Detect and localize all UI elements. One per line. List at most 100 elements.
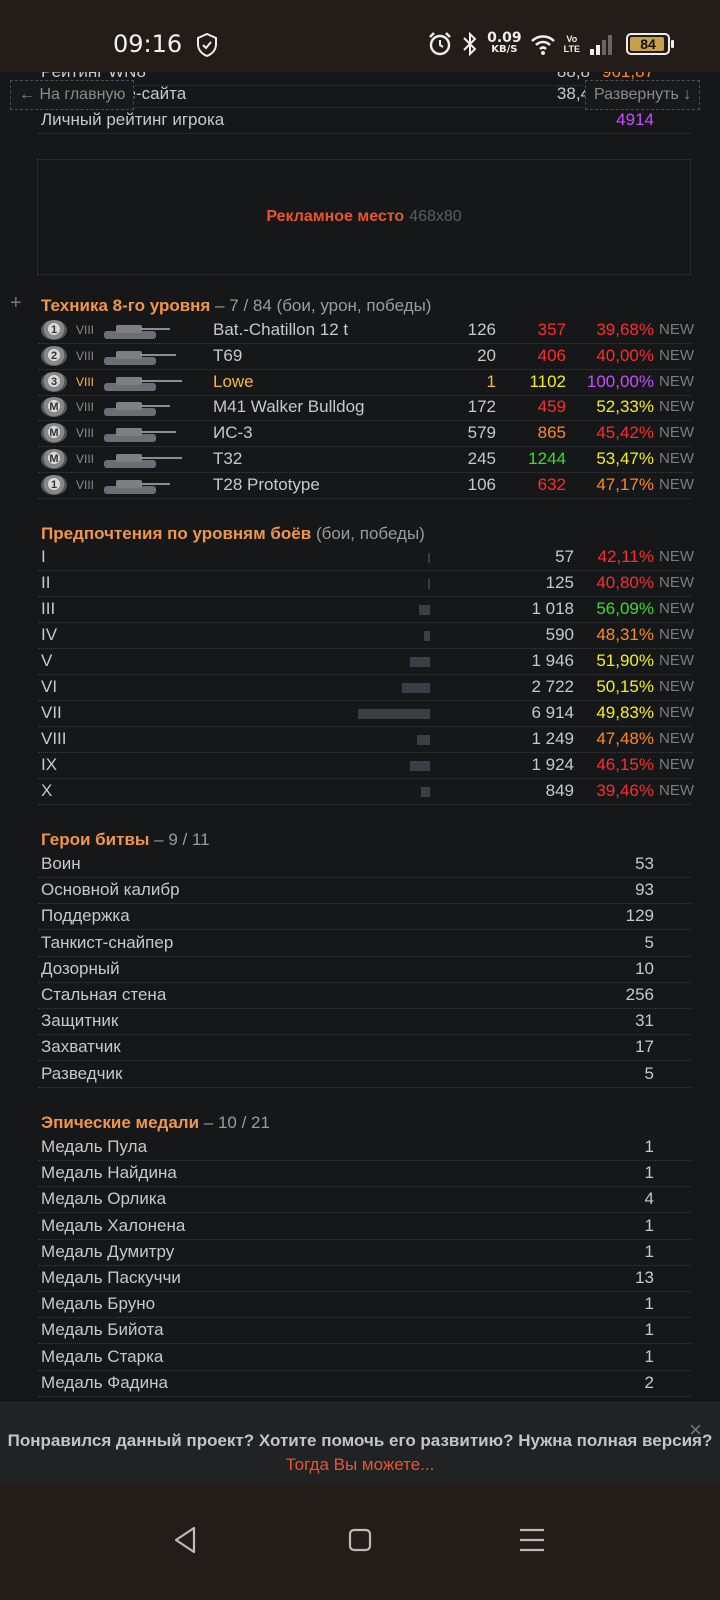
vehicle-name: Bat.-Chatillon 12 t (213, 320, 349, 339)
award-count: 256 (625, 985, 654, 1004)
banner-text: Понравился данный проект? Хотите помочь … (7, 1431, 713, 1450)
level-battles: 1 018 (531, 599, 574, 618)
level-row: I 57 42,11% NEW (38, 545, 694, 571)
vehicle-row[interactable]: 3 VIII Lowe 1 1102 100,00% NEW (38, 370, 694, 396)
level-label: I (41, 547, 46, 566)
award-count: 31 (635, 1011, 654, 1031)
navigation-bar (0, 1484, 720, 1600)
avg-damage: 357 (537, 320, 566, 339)
epic-medal-row: Медаль Пула 1 (38, 1135, 692, 1161)
personal-rating-row: Личный рейтинг игрока 4914 (38, 108, 692, 134)
medal-count: 1 (644, 1137, 654, 1156)
mastery-badge-icon: 2 (41, 345, 67, 366)
level-row: VI 2 722 50,15% NEW (38, 675, 694, 701)
tank-icon (104, 376, 182, 391)
new-tag: NEW (659, 574, 694, 591)
level-winrate: 50,15% (596, 677, 654, 696)
battery-icon: 84 (626, 33, 674, 55)
medal-name: Медаль Найдина (41, 1163, 177, 1183)
new-tag: NEW (659, 321, 694, 338)
medal-count: 1 (644, 1163, 654, 1183)
level-battles: 2 722 (531, 677, 574, 696)
wifi-icon (530, 35, 555, 55)
hero-award-row: Танкист-снайпер 5 (38, 931, 692, 957)
win-rate: 100,00% (586, 371, 654, 391)
level-row: V 1 946 51,90% NEW (38, 649, 694, 675)
tier-label: VIII (76, 348, 95, 363)
level-winrate: 56,09% (596, 599, 654, 618)
new-tag: NEW (659, 626, 694, 643)
new-tag: NEW (659, 548, 694, 565)
mastery-badge-icon: M (41, 449, 67, 469)
level-battles: 590 (545, 625, 574, 644)
vehicle-name: T28 Prototype (213, 474, 320, 494)
vehicle-row[interactable]: M VIII M41 Walker Bulldog 172 459 52,33% NEW (38, 395, 694, 422)
mastery-badge-icon: 1 (41, 474, 67, 495)
medal-count: 4 (644, 1189, 654, 1209)
vehicle-row[interactable]: 1 VIII T28 Prototype 106 632 47,17% NEW (38, 473, 694, 499)
award-name: Разведчик (41, 1063, 123, 1083)
level-winrate: 47,48% (596, 729, 654, 748)
tier-label: VIII (76, 400, 95, 415)
tier-label: VIII (76, 477, 95, 492)
new-tag: NEW (659, 678, 694, 695)
award-count: 5 (644, 932, 654, 952)
back-nav-icon[interactable] (164, 1518, 208, 1562)
battles-count: 1 (486, 371, 496, 391)
medal-count: 1 (644, 1346, 654, 1366)
battles-count: 245 (467, 449, 496, 468)
level-row: VIII 1 249 47,48% NEW (38, 727, 694, 753)
volte-indicator: Vo LTE (563, 34, 580, 54)
win-rate: 52,33% (596, 397, 654, 417)
level-battles: 6 914 (531, 703, 574, 722)
expand-plus-icon[interactable]: + (10, 292, 22, 314)
banner-link[interactable]: Тогда Вы можете... (285, 1455, 435, 1474)
win-rate: 45,42% (596, 423, 654, 443)
epic-medal-row: Медаль Бруно 1 (38, 1292, 692, 1319)
vehicle-row[interactable]: 2 VIII T69 20 406 40,00% NEW (38, 344, 694, 370)
vehicle-row[interactable]: M VIII ИС-3 579 865 45,42% NEW (38, 421, 694, 448)
level-label: VII (41, 703, 62, 722)
avg-damage: 459 (537, 397, 566, 417)
hero-award-row: Основной калибр 93 (38, 878, 692, 905)
level-label: V (41, 651, 53, 670)
close-icon[interactable]: × (689, 1417, 702, 1442)
level-winrate: 40,80% (596, 573, 654, 592)
avg-damage: 1102 (529, 371, 566, 391)
expand-button[interactable]: Развернуть ↓ (585, 80, 701, 110)
tier-label: VIII (76, 374, 95, 389)
battles-count: 106 (467, 474, 496, 494)
epic-medal-row: Медаль Бийота 1 (38, 1318, 692, 1345)
battles-share-bar (358, 709, 430, 719)
new-tag: NEW (659, 704, 694, 721)
bluetooth-icon (463, 31, 477, 57)
vehicle-row[interactable]: M VIII T32 245 1244 53,47% NEW (38, 447, 694, 473)
vehicles-section-title: Техника 8-го уровня – 7 / 84 (бои, урон,… (41, 296, 432, 315)
back-to-home-button[interactable]: ← На главную (10, 80, 135, 110)
battles-share-bar (410, 761, 430, 771)
home-nav-icon[interactable] (338, 1518, 382, 1562)
rating-row-partial: Рейтинг WN8 88,8 961,87 (38, 72, 692, 86)
new-tag: NEW (659, 756, 694, 773)
new-tag: NEW (659, 398, 694, 416)
avg-damage: 406 (537, 345, 566, 365)
level-row: II 125 40,80% NEW (38, 571, 694, 597)
vehicle-row[interactable]: 1 VIII Bat.-Chatillon 12 t 126 357 39,68% NEW (38, 318, 694, 344)
medal-name: Медаль Бруно (41, 1294, 156, 1314)
hero-award-row: Захватчик 17 (38, 1035, 692, 1062)
vehicle-name: T32 (213, 449, 243, 468)
menu-nav-icon[interactable] (510, 1518, 554, 1562)
level-winrate: 48,31% (596, 625, 654, 644)
medal-name: Медаль Фадина (41, 1372, 168, 1392)
level-winrate: 51,90% (596, 651, 654, 670)
award-name: Поддержка (41, 906, 130, 926)
level-label: IV (41, 625, 58, 644)
mastery-badge-icon: 1 (41, 320, 67, 340)
alarm-icon (429, 32, 451, 56)
award-count: 5 (644, 1063, 654, 1083)
status-time: 09:16 (113, 30, 183, 58)
tank-icon (104, 479, 170, 494)
new-tag: NEW (659, 600, 694, 617)
award-count: 53 (635, 854, 654, 873)
level-winrate: 49,83% (596, 703, 654, 722)
